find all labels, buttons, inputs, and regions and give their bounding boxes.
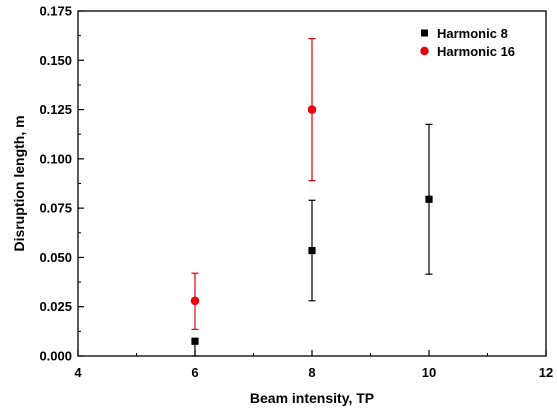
- data-point-harmonic-16: [190, 296, 200, 306]
- data-points-layer: [190, 105, 433, 345]
- y-tick-label: 0.050: [39, 250, 72, 265]
- x-tick-label: 6: [191, 365, 198, 380]
- tick-layer: 4 6 8 10 12 0.000 0.025 0.050 0.075 0.100 0.125 0.1…: [39, 4, 553, 381]
- y-tick-label: 0.175: [39, 4, 72, 19]
- data-point-harmonic-8: [425, 195, 433, 203]
- y-tick-label: 0.125: [39, 102, 72, 117]
- y-tick-label: 0.025: [39, 299, 72, 314]
- y-tick-label: 0.075: [39, 201, 72, 216]
- legend-label-harmonic-16: Harmonic 16: [437, 44, 515, 59]
- legend-marker-harmonic-16: [420, 46, 429, 56]
- data-point-harmonic-8: [191, 337, 199, 345]
- x-tick-label: 12: [539, 365, 553, 380]
- x-tick-label: 8: [308, 365, 315, 380]
- y-tick-label: 0.100: [39, 151, 72, 166]
- data-point-harmonic-8: [308, 246, 316, 255]
- error-bar-layer: [191, 37, 433, 357]
- legend: Harmonic 8 Harmonic 16: [420, 26, 515, 59]
- y-axis-title: Disruption length, m: [11, 115, 27, 251]
- y-tick-label: 0.000: [39, 349, 72, 364]
- x-tick-label: 4: [74, 365, 82, 380]
- x-tick-label: 10: [422, 365, 436, 380]
- legend-marker-harmonic-8: [421, 29, 428, 37]
- y-tick-label: 0.150: [39, 53, 72, 68]
- x-axis-title: Beam intensity, TP: [250, 390, 374, 406]
- legend-label-harmonic-8: Harmonic 8: [437, 26, 508, 41]
- data-point-harmonic-16: [307, 105, 317, 114]
